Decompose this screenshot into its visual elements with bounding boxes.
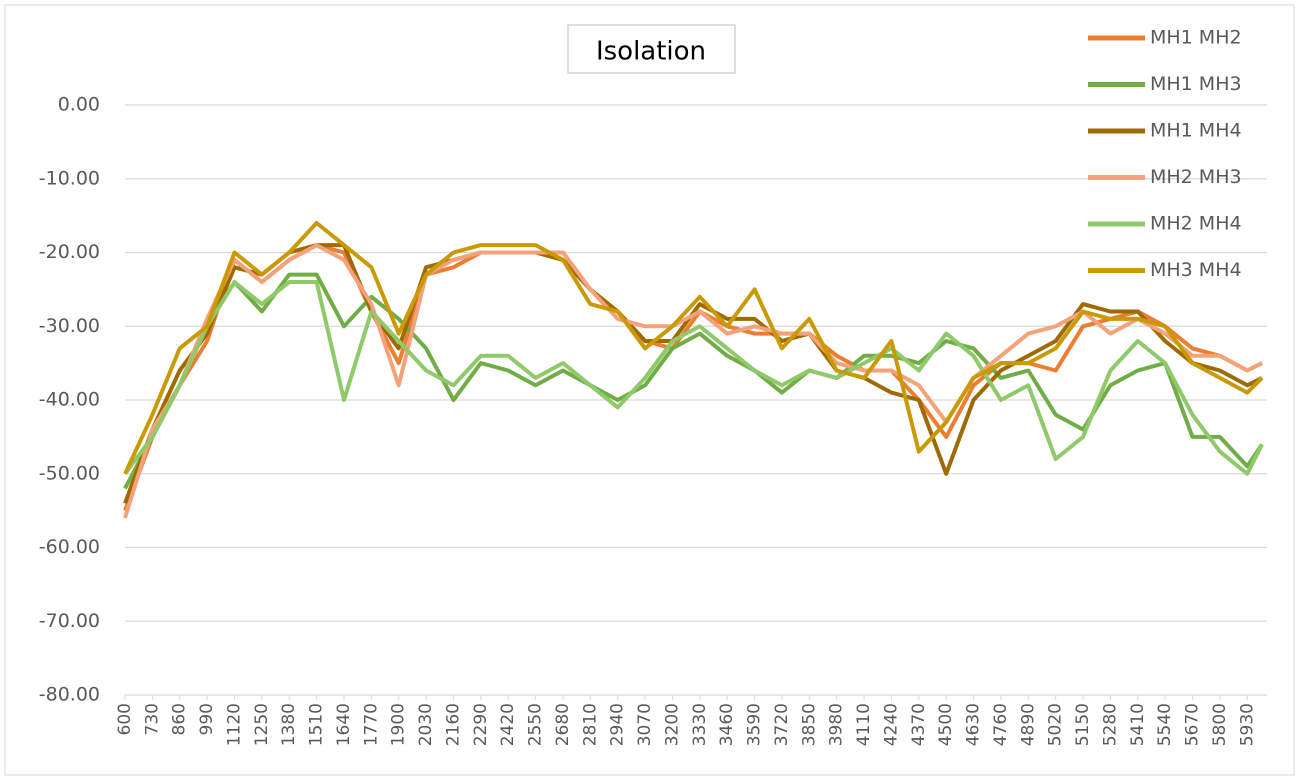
x-tick-label: 5020 (1046, 703, 1066, 746)
x-tick-label: 3330 (690, 703, 710, 746)
x-tick-label: 5800 (1210, 703, 1230, 746)
x-tick-label: 990 (197, 703, 217, 735)
x-tick-label: 2810 (580, 703, 600, 746)
x-tick-label: 2940 (608, 703, 628, 746)
x-tick-label: 1900 (389, 703, 409, 746)
x-tick-label: 3720 (772, 703, 792, 746)
x-tick-label: 4890 (1018, 703, 1038, 746)
y-tick-label: -40.00 (39, 389, 100, 411)
x-tick-label: 3980 (827, 703, 847, 746)
x-tick-label: 5410 (1128, 703, 1148, 746)
y-tick-label: -60.00 (39, 536, 100, 558)
y-tick-label: -70.00 (39, 610, 100, 632)
title-box (567, 24, 736, 74)
x-tick-label: 730 (142, 703, 162, 735)
x-tick-label: 4240 (881, 703, 901, 746)
x-tick-label: 1770 (361, 703, 381, 746)
x-tick-label: 3070 (635, 703, 655, 746)
legend-label: MH2 MH4 (1150, 213, 1242, 235)
x-tick-label: 4110 (854, 703, 874, 746)
x-tick-label: 1250 (252, 703, 272, 746)
x-tick-label: 1380 (279, 703, 299, 746)
series-line (123, 272, 1264, 490)
y-tick-label: -80.00 (39, 684, 100, 706)
x-tick-label: 2550 (526, 703, 546, 746)
x-tick-label: 1510 (307, 703, 327, 746)
y-tick-label: -50.00 (39, 462, 100, 484)
x-tick-label: 4500 (936, 703, 956, 746)
x-tick-label: 5150 (1073, 703, 1093, 746)
x-tick-label: 3460 (717, 703, 737, 746)
x-tick-label: 600 (115, 703, 135, 735)
legend-label: MH1 MH3 (1150, 73, 1242, 95)
x-tick-label: 2030 (416, 703, 436, 746)
legend-label: MH1 MH4 (1150, 120, 1242, 142)
legend-label: MH3 MH4 (1150, 259, 1242, 281)
x-tick-label: 5930 (1237, 703, 1257, 746)
x-tick-label: 1640 (334, 703, 354, 746)
y-tick-label: -10.00 (39, 167, 100, 189)
x-tick-label: 2160 (443, 703, 463, 746)
y-tick-label: 0.00 (58, 94, 100, 116)
x-tick-label: 2680 (553, 703, 573, 746)
y-tick-label: -30.00 (39, 315, 100, 337)
x-tick-label: 1120 (224, 703, 244, 746)
x-tick-label: 3850 (799, 703, 819, 746)
chart-frame (4, 4, 1295, 776)
x-tick-label: 3590 (745, 703, 765, 746)
x-tick-label: 2290 (471, 703, 491, 746)
x-tick-label: 4760 (991, 703, 1011, 746)
x-tick-label: 5540 (1155, 703, 1175, 746)
legend-label: MH2 MH3 (1150, 166, 1242, 188)
series-line (123, 280, 1264, 476)
series-line (123, 221, 1264, 475)
x-tick-label: 5280 (1100, 703, 1120, 746)
x-tick-label: 860 (170, 703, 190, 735)
x-tick-label: 3200 (662, 703, 682, 746)
legend-label: MH1 MH2 (1150, 27, 1242, 49)
x-tick-label: 4630 (964, 703, 984, 746)
y-tick-label: -20.00 (39, 241, 100, 263)
chart-title: Isolation (596, 37, 706, 67)
x-tick-label: 5670 (1183, 703, 1203, 746)
x-tick-label: 4370 (909, 703, 929, 746)
x-tick-label: 2420 (498, 703, 518, 746)
